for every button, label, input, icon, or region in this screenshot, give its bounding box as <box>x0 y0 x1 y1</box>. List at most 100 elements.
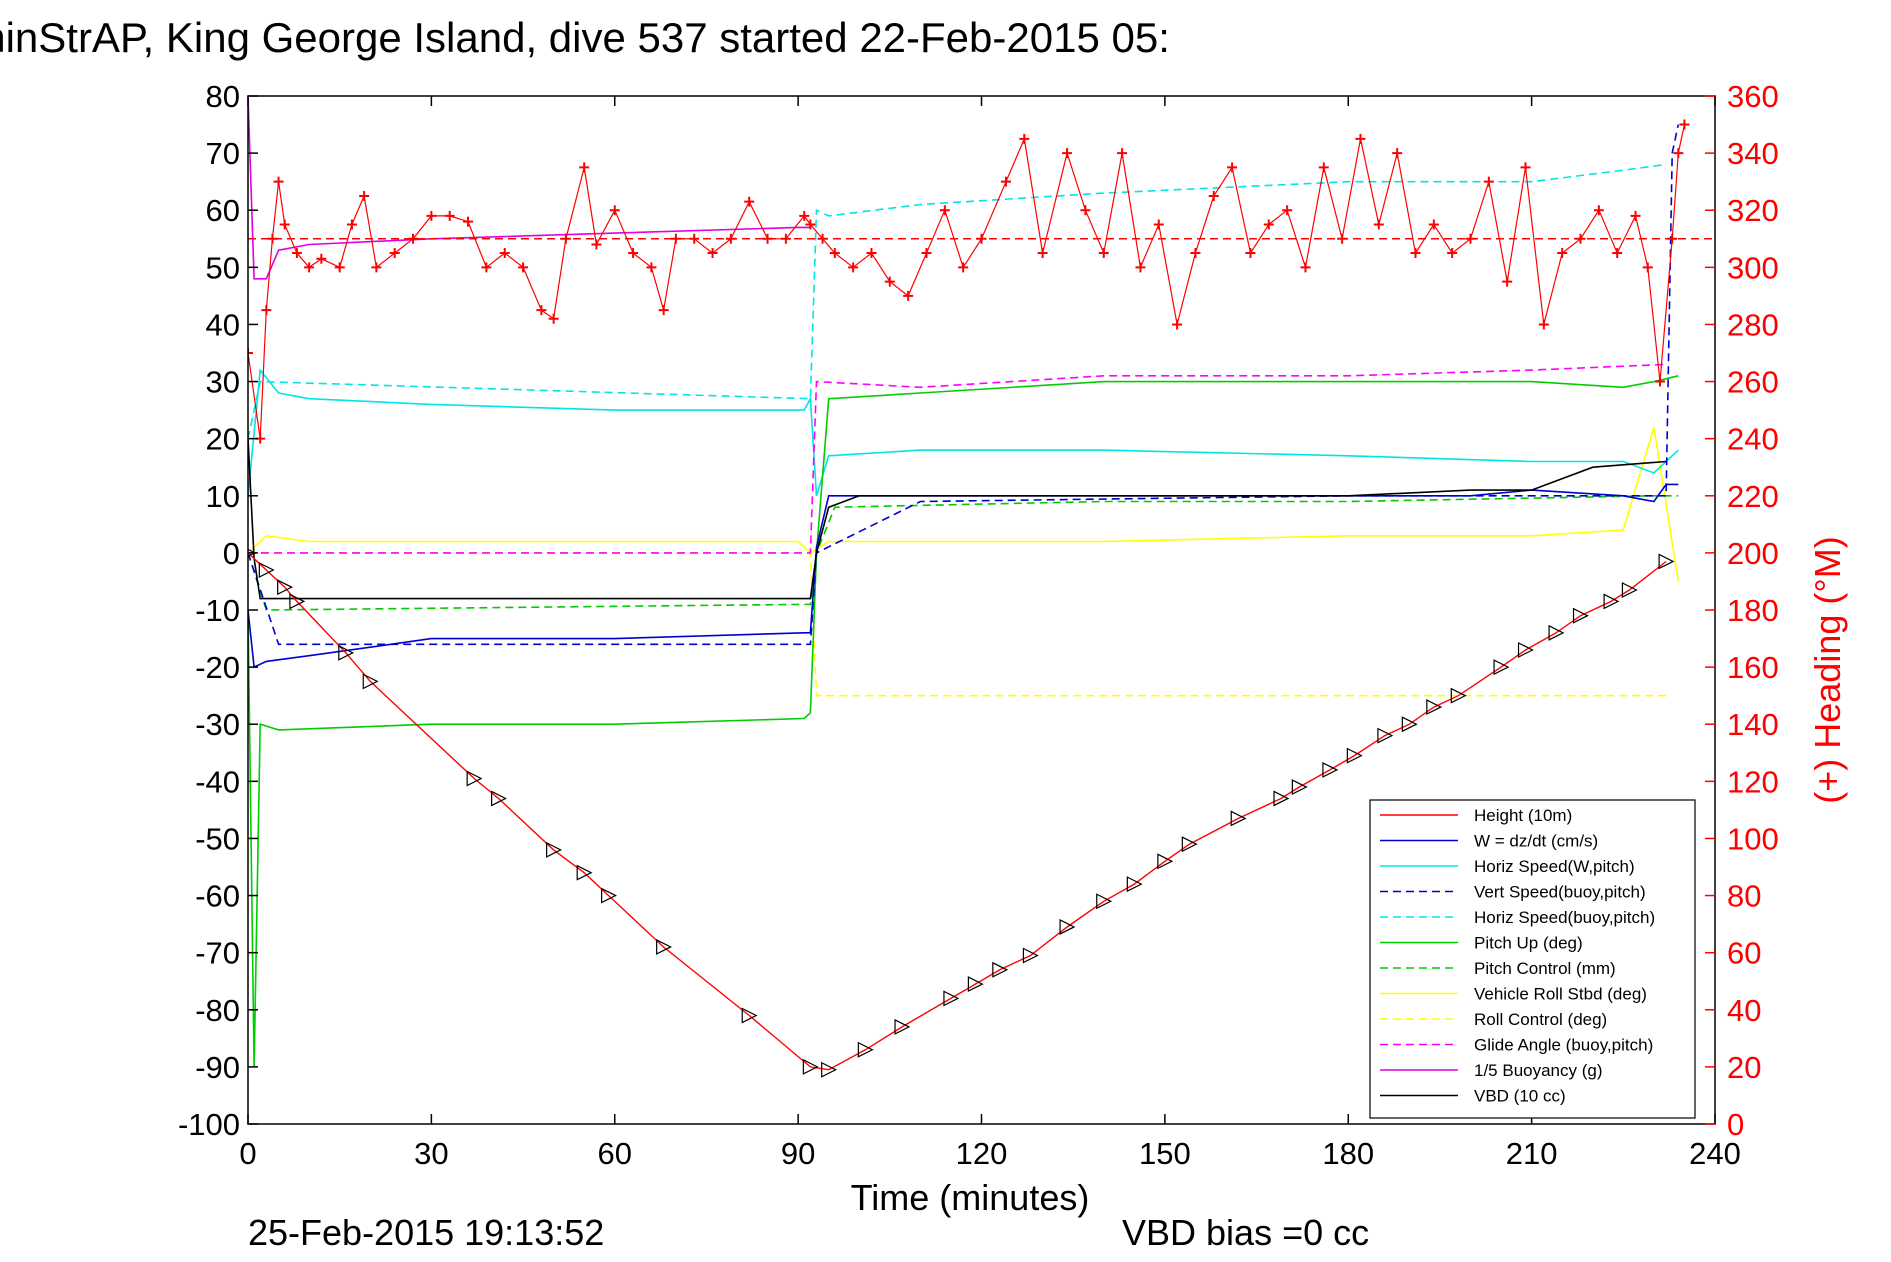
height-marker <box>362 673 379 690</box>
y-tick-label: -70 <box>195 936 240 971</box>
legend-box <box>1369 799 1696 1119</box>
legend-label-horiz: Horiz Speed(W,pitch) <box>1474 857 1635 876</box>
y2-tick-label: 40 <box>1727 993 1761 1028</box>
height-marker <box>894 1018 911 1035</box>
x-tick-label: 60 <box>598 1136 632 1171</box>
height-marker <box>1059 918 1076 935</box>
y2-tick-label: 300 <box>1727 250 1779 285</box>
axes-layer: 0 30 60 90 120 150 180 210 24080706050403020100-… <box>178 79 1779 1171</box>
y2-tick-label: 320 <box>1727 193 1779 228</box>
height-marker <box>857 1041 874 1058</box>
height-marker <box>1493 659 1510 676</box>
x-tick-label: 210 <box>1506 1136 1558 1171</box>
legend-label-height: Height (10m) <box>1474 806 1572 825</box>
height-marker <box>1181 836 1198 853</box>
y2-tick-label: 140 <box>1727 707 1779 742</box>
x-tick-label: 0 <box>239 1136 256 1171</box>
y2-tick-label: 160 <box>1727 650 1779 685</box>
marker-layer <box>248 119 1690 1078</box>
height-marker <box>1346 747 1363 764</box>
y-tick-label: 80 <box>206 79 240 114</box>
x-tick-label: 150 <box>1139 1136 1191 1171</box>
x-tick-label: 180 <box>1322 1136 1374 1171</box>
legend-label-vert: Vert Speed(buoy,pitch) <box>1474 883 1646 902</box>
y-tick-label: 70 <box>206 136 240 171</box>
height-marker <box>1230 810 1247 827</box>
height-marker <box>1401 716 1418 733</box>
legend-label-rollctl: Roll Control (deg) <box>1474 1010 1607 1029</box>
y-tick-label: -80 <box>195 993 240 1028</box>
y-tick-label: -40 <box>195 764 240 799</box>
height-marker <box>992 961 1009 978</box>
series-line-roll <box>248 426 1680 582</box>
y2-tick-label: 60 <box>1727 936 1761 971</box>
height-marker <box>1572 607 1589 624</box>
y-tick-label: -50 <box>195 821 240 856</box>
height-marker <box>1157 853 1174 870</box>
height-marker <box>1291 779 1308 796</box>
height-marker <box>1548 624 1565 641</box>
height-marker <box>289 593 306 610</box>
y-tick-label: 50 <box>206 250 240 285</box>
height-marker <box>601 887 617 904</box>
legend-label-pitchctl: Pitch Control (mm) <box>1474 959 1616 978</box>
y-tick-label: 60 <box>206 193 240 228</box>
series-line-height <box>248 552 1667 1071</box>
heading-line <box>248 124 1685 439</box>
y2-tick-label: 340 <box>1727 136 1779 171</box>
y-tick-label: 20 <box>206 422 240 457</box>
right-axis-label: (+) Heading (°M) <box>1807 536 1848 803</box>
y2-tick-label: 180 <box>1727 593 1779 628</box>
y2-tick-label: 100 <box>1727 821 1779 856</box>
x-tick-label: 240 <box>1689 1136 1741 1171</box>
series-line-glide <box>248 363 1667 554</box>
y2-tick-label: 0 <box>1727 1107 1744 1142</box>
y-tick-label: 30 <box>206 365 240 400</box>
height-marker <box>1603 593 1620 610</box>
legend-label-pitch: Pitch Up (deg) <box>1474 934 1583 953</box>
y2-tick-label: 120 <box>1727 764 1779 799</box>
height-marker <box>576 864 593 881</box>
y-tick-label: -90 <box>195 1050 240 1085</box>
y-tick-label: -60 <box>195 879 240 914</box>
legend-label-buoy: 1/5 Buoyancy (g) <box>1474 1061 1603 1080</box>
y2-tick-label: 240 <box>1727 422 1779 457</box>
footer-vbd-bias: VBD bias =0 cc <box>1122 1212 1369 1253</box>
y-tick-label: 10 <box>206 479 240 514</box>
x-tick-label: 30 <box>414 1136 448 1171</box>
chart-title: 566 ChinStrAP, King George Island, dive … <box>0 14 1170 61</box>
legend-label-hbuoy: Horiz Speed(buoy,pitch) <box>1474 908 1655 927</box>
height-marker <box>546 841 562 858</box>
series-line-buoy <box>248 96 811 280</box>
legend: Height (10m) W = dz/dt (cm/s) Horiz Speed(… <box>1369 799 1696 1119</box>
x-axis-label: Time (minutes) <box>851 1177 1090 1218</box>
height-marker <box>466 770 483 787</box>
height-marker <box>943 990 960 1007</box>
height-marker <box>1517 642 1534 658</box>
height-marker <box>1126 876 1143 893</box>
y2-tick-label: 220 <box>1727 479 1779 514</box>
height-marker <box>491 790 507 807</box>
height-marker <box>1426 699 1443 716</box>
height-marker <box>1096 893 1113 910</box>
y2-tick-label: 260 <box>1727 365 1779 400</box>
height-marker <box>1322 761 1339 778</box>
series-line-rollctl <box>248 552 1667 697</box>
height-marker <box>741 1007 758 1024</box>
series-line-hbuoy <box>248 163 1667 439</box>
height-marker <box>1658 553 1675 570</box>
series-line-horiz <box>248 368 1679 497</box>
series-line-w <box>248 483 1679 669</box>
height-marker <box>338 644 355 661</box>
legend-label-glide: Glide Angle (buoy,pitch) <box>1474 1036 1653 1055</box>
y2-tick-label: 20 <box>1727 1050 1761 1085</box>
series-line-vbd <box>248 438 1667 600</box>
height-marker <box>656 938 672 955</box>
y-tick-label: 40 <box>206 307 240 342</box>
height-marker <box>967 976 984 993</box>
height-marker <box>1022 947 1039 964</box>
height-marker <box>1621 582 1638 598</box>
height-marker <box>821 1061 838 1078</box>
x-tick-label: 90 <box>781 1136 815 1171</box>
y2-tick-label: 280 <box>1727 307 1779 342</box>
